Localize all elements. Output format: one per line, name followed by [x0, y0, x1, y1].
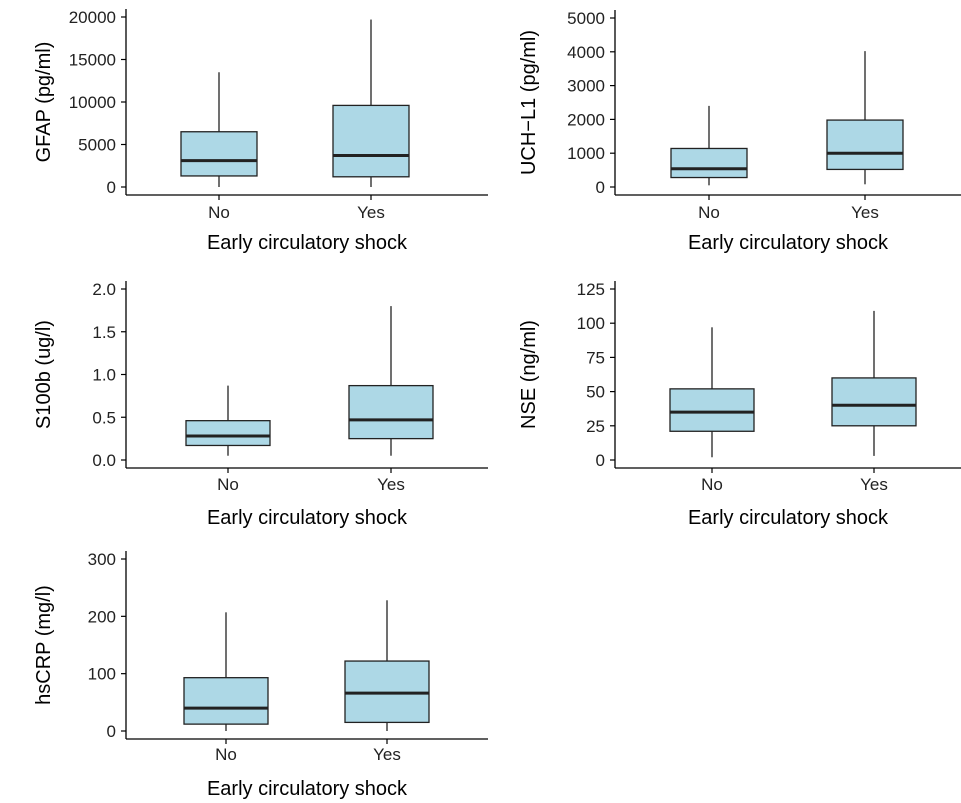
y-tick-label: 10000	[69, 93, 116, 112]
iqr-box	[332, 104, 410, 178]
y-axis-title: hsCRP (mg/l)	[33, 585, 55, 705]
y-tick-label: 0.0	[92, 451, 116, 470]
x-tick-label: Yes	[851, 203, 879, 222]
iqr-box	[831, 377, 917, 427]
y-axis-title: NSE (ng/ml)	[518, 320, 540, 429]
iqr-box	[348, 384, 434, 440]
y-tick-label: 0	[107, 178, 116, 197]
x-axis-title: Early circulatory shock	[688, 232, 889, 254]
chart-panel-5: 0 100 200 300 No Yes Early circulatory shock hs…	[33, 550, 488, 800]
iqr-box	[670, 147, 748, 179]
x-axis-title: Early circulatory shock	[207, 778, 408, 800]
iqr-box	[185, 420, 271, 447]
iqr-box	[669, 388, 755, 432]
y-tick-label: 5000	[78, 136, 116, 155]
y-tick-label: 3000	[567, 77, 605, 96]
x-tick-label: No	[208, 203, 230, 222]
y-tick-label: 75	[586, 348, 605, 367]
y-tick-label: 5000	[567, 9, 605, 28]
y-tick-label: 100	[577, 314, 605, 333]
x-tick-label: No	[698, 203, 720, 222]
x-tick-label: Yes	[357, 203, 385, 222]
iqr-box	[826, 119, 904, 171]
box-yes	[344, 600, 430, 731]
chart-panel-1: 0 5000 10000 15000 20000 No Yes Early circulato…	[33, 8, 488, 254]
y-tick-label: 0	[107, 722, 116, 741]
x-tick-label: No	[701, 475, 723, 494]
y-axis-title: S100b (ug/l)	[33, 320, 55, 429]
chart-panel-3: 0.0 0.5 1.0 1.5 2.0 No Yes Early circulatory sh…	[33, 280, 488, 529]
x-tick-label: No	[215, 745, 237, 764]
x-tick-label: Yes	[860, 475, 888, 494]
y-tick-label: 2.0	[92, 280, 116, 299]
x-tick-label: No	[217, 475, 239, 494]
chart-panel-2: 0 1000 2000 3000 4000 5000 No Yes Early circulat…	[518, 9, 961, 254]
y-axis-title: GFAP (pg/ml)	[33, 42, 55, 163]
box-no	[669, 327, 755, 458]
y-tick-label: 1.0	[92, 366, 116, 385]
chart-panel-4: 0 25 50 75 100 125 No Yes Early circulatory shoc…	[518, 280, 961, 529]
box-no	[183, 612, 269, 731]
y-tick-label: 2000	[567, 110, 605, 129]
y-tick-label: 1000	[567, 144, 605, 163]
y-tick-label: 300	[88, 550, 116, 569]
box-no	[180, 72, 258, 187]
y-tick-label: 0.5	[92, 408, 116, 427]
box-yes	[348, 306, 434, 456]
x-axis-title: Early circulatory shock	[688, 507, 889, 529]
box-no	[670, 105, 748, 186]
box-no	[185, 385, 271, 456]
box-yes	[826, 51, 904, 185]
iqr-box	[183, 677, 269, 725]
y-tick-label: 20000	[69, 8, 116, 27]
y-tick-label: 125	[577, 280, 605, 299]
x-axis-title: Early circulatory shock	[207, 232, 408, 254]
y-tick-label: 200	[88, 607, 116, 626]
box-yes	[831, 310, 917, 456]
x-tick-label: Yes	[373, 745, 401, 764]
y-tick-label: 1.5	[92, 323, 116, 342]
y-tick-label: 25	[586, 417, 605, 436]
y-tick-label: 100	[88, 665, 116, 684]
y-tick-label: 0	[596, 451, 605, 470]
y-axis-title: UCH−L1 (pg/ml)	[518, 30, 540, 175]
y-tick-label: 0	[596, 178, 605, 197]
y-tick-label: 15000	[69, 51, 116, 70]
x-axis-title: Early circulatory shock	[207, 507, 408, 529]
y-tick-label: 50	[586, 383, 605, 402]
y-tick-label: 4000	[567, 43, 605, 62]
x-tick-label: Yes	[377, 475, 405, 494]
iqr-box	[180, 131, 258, 177]
box-yes	[332, 19, 410, 187]
